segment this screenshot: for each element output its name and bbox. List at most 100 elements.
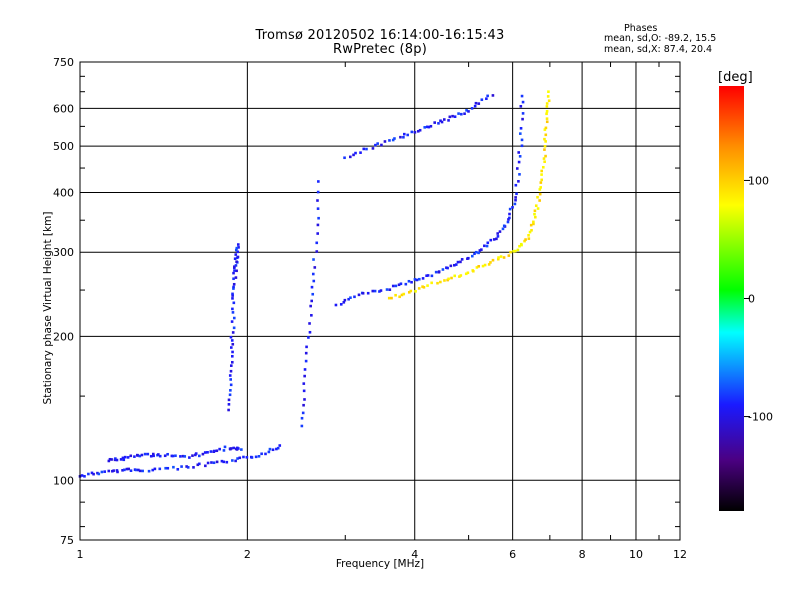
data-point <box>514 198 517 202</box>
data-point <box>232 316 236 320</box>
data-point <box>543 148 546 151</box>
data-point <box>394 293 397 297</box>
x-tick-label: 6 <box>509 548 516 561</box>
data-point <box>453 274 457 278</box>
data-point <box>171 454 175 458</box>
data-point <box>164 466 167 470</box>
data-point <box>302 382 306 385</box>
data-point <box>487 263 491 266</box>
data-point <box>485 97 488 101</box>
data-point <box>245 456 249 459</box>
data-point <box>547 90 550 93</box>
data-point <box>540 173 543 176</box>
data-point <box>313 266 317 269</box>
data-point <box>421 277 425 280</box>
data-point <box>496 235 500 238</box>
data-point <box>426 274 430 277</box>
data-point <box>545 102 549 105</box>
data-point <box>544 140 547 143</box>
data-point <box>359 151 362 154</box>
data-point <box>349 296 352 299</box>
data-point <box>315 241 319 245</box>
data-point <box>533 209 537 213</box>
data-point <box>304 359 308 363</box>
data-point <box>137 468 140 472</box>
data-point <box>210 461 213 464</box>
data-point <box>459 274 463 277</box>
data-point <box>439 119 442 123</box>
x-tick-label: 8 <box>579 548 586 561</box>
data-point <box>115 458 119 462</box>
data-point <box>521 117 524 121</box>
data-point <box>100 470 104 474</box>
data-point <box>514 183 518 187</box>
data-point <box>414 290 417 293</box>
data-point <box>508 216 511 220</box>
data-point <box>458 275 461 278</box>
data-point <box>483 263 487 267</box>
data-point <box>231 331 235 334</box>
data-point <box>228 393 232 397</box>
data-point <box>166 466 170 470</box>
data-point <box>229 378 233 381</box>
colorbar-label: [deg] <box>718 70 753 85</box>
data-point <box>486 94 489 98</box>
data-point <box>158 467 162 471</box>
data-point <box>227 403 231 406</box>
data-point <box>544 126 548 130</box>
data-point <box>276 446 280 450</box>
data-point <box>127 467 131 471</box>
data-point <box>473 104 477 108</box>
data-point <box>376 142 379 145</box>
data-point <box>147 469 151 473</box>
data-point <box>234 276 238 279</box>
data-point <box>521 100 525 104</box>
data-point <box>544 133 548 137</box>
data-point <box>495 237 498 241</box>
data-point <box>174 454 177 458</box>
data-point <box>520 138 524 142</box>
data-point <box>477 251 480 255</box>
data-point <box>92 472 95 476</box>
data-point <box>536 207 540 210</box>
data-point <box>235 246 239 250</box>
data-point <box>186 466 190 469</box>
data-point <box>203 451 207 454</box>
data-point <box>371 289 375 293</box>
data-point <box>512 249 515 253</box>
data-point <box>353 295 356 299</box>
data-point <box>183 455 187 458</box>
data-point <box>442 118 446 121</box>
data-point <box>317 216 320 220</box>
data-point <box>402 132 406 136</box>
data-point <box>417 277 421 281</box>
data-point <box>232 277 235 281</box>
data-point <box>387 296 391 300</box>
data-point <box>416 130 420 133</box>
data-point <box>538 188 542 191</box>
data-point <box>215 460 219 464</box>
data-point <box>231 307 234 311</box>
data-point <box>97 472 101 476</box>
data-point <box>518 155 522 158</box>
x-axis-label: Frequency [MHz] <box>335 558 425 570</box>
data-point <box>236 250 240 254</box>
y-tick-label: 400 <box>53 186 74 199</box>
data-point <box>260 452 263 456</box>
data-point <box>134 468 138 472</box>
data-point <box>198 462 201 466</box>
data-point <box>231 459 234 462</box>
data-point <box>103 470 107 473</box>
data-point <box>454 263 458 266</box>
data-point <box>379 289 383 292</box>
data-point <box>235 269 238 273</box>
data-point <box>307 336 310 339</box>
data-point <box>516 248 520 252</box>
y-tick-label: 600 <box>53 102 74 115</box>
data-point <box>497 256 500 259</box>
data-point <box>228 374 232 377</box>
data-point <box>391 138 395 142</box>
y-tick-label: 500 <box>53 140 74 153</box>
data-point <box>115 469 119 472</box>
